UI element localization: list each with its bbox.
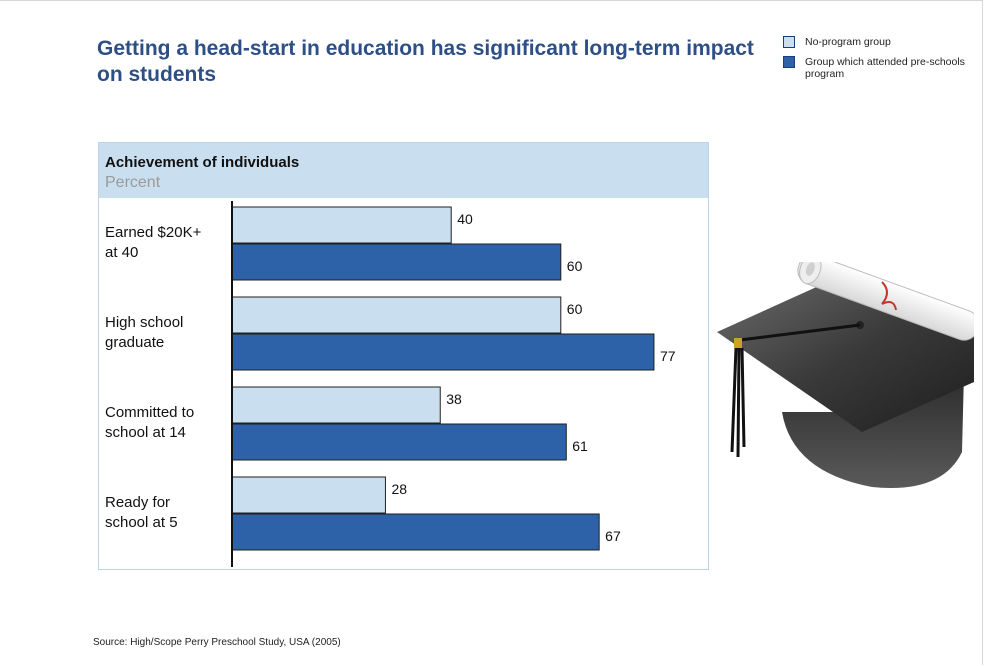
data-label: 61 [572,438,588,454]
chart-title: Achievement of individuals [105,154,300,171]
chart-panel: Achievement of individuals Percent Earne… [98,142,709,570]
category-label-line: Earned $20K+ [105,224,202,241]
data-label: 38 [446,391,462,407]
bar-pre-school [231,333,655,371]
category-label-line: at 40 [105,244,138,261]
chart-subtitle: Percent [105,174,161,191]
bar-chart: Earned $20K+ at 40 40 60 High school graduate… [105,201,676,567]
category-label-line: school at 5 [105,514,178,531]
data-label: 77 [660,348,676,364]
legend-swatch-pre-school [783,56,795,68]
category-label-line: High school [105,314,183,331]
legend-item-pre-school: Group which attended pre-schools program [783,56,973,80]
chart-legend: No-program group Group which attended pr… [783,36,973,88]
bar-pre-school [231,423,567,461]
category-label: Earned $20K+ at 40 [105,224,202,261]
source-note: Source: High/Scope Perry Preschool Study… [93,637,341,648]
bar-pre-school [231,513,600,551]
bar-no-program [231,296,562,334]
category-label: High school graduate [105,314,183,351]
bar-no-program [231,206,452,244]
data-label: 40 [457,211,473,227]
legend-label-no-program: No-program group [805,36,891,48]
category-label-line: graduate [105,334,164,351]
data-label: 28 [391,481,407,497]
data-label: 60 [567,301,583,317]
category-label: Ready for school at 5 [105,494,178,531]
category-label-line: school at 14 [105,424,186,441]
legend-swatch-no-program [783,36,795,48]
graduation-cap-illustration [717,262,974,488]
data-label: 67 [605,528,621,544]
bar-no-program [231,476,386,514]
legend-label-pre-school: Group which attended pre-schools program [805,56,965,80]
page-title: Getting a head-start in education has si… [97,37,754,86]
bar-no-program [231,386,441,424]
category-label: Committed to school at 14 [105,404,194,441]
bar-pre-school [231,243,562,281]
legend-item-no-program: No-program group [783,36,973,48]
category-label-line: Committed to [105,404,194,421]
category-label-line: Ready for [105,494,170,511]
data-label: 60 [567,258,583,274]
chart-header: Achievement of individuals Percent [99,143,708,198]
